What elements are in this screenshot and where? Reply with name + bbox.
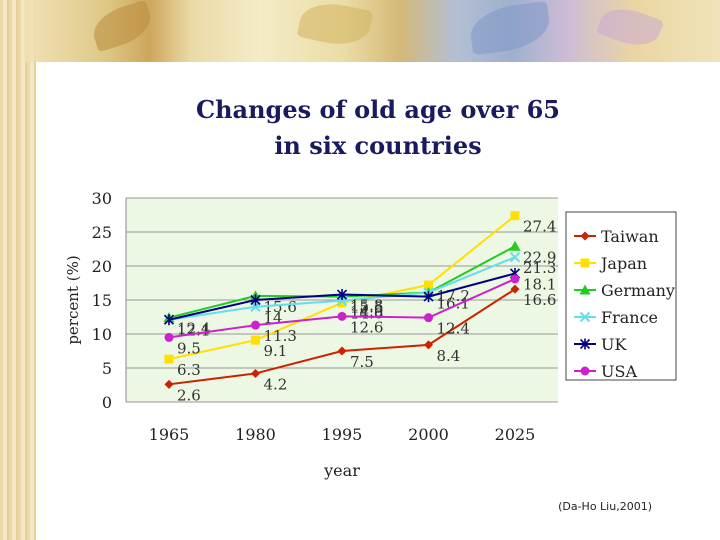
- data-point: [423, 291, 434, 303]
- data-point: [509, 240, 521, 251]
- y-tick-label: 15: [92, 291, 112, 310]
- data-point: [164, 332, 174, 342]
- legend-entry-germany: Germany: [601, 281, 675, 300]
- data-label: 6.3: [177, 361, 201, 379]
- data-point: [164, 354, 174, 364]
- source-citation: (Da-Ho Liu,2001): [558, 500, 652, 513]
- data-point: [580, 258, 590, 268]
- y-tick-label: 20: [92, 257, 112, 276]
- y-tick-label: 0: [102, 393, 112, 412]
- data-label: 14.6: [350, 305, 383, 323]
- x-tick-label: 1995: [322, 425, 363, 444]
- data-label: 15.8: [350, 297, 383, 315]
- x-tick-label: 1965: [149, 425, 190, 444]
- data-point: [337, 346, 347, 356]
- y-axis-label: percent (%): [64, 255, 82, 344]
- data-label: 8.4: [437, 347, 461, 365]
- legend-entry-france: France: [601, 308, 658, 327]
- data-label: 9.5: [177, 339, 201, 357]
- data-label: 16.1: [437, 295, 470, 313]
- data-point: [580, 231, 590, 241]
- data-point: [580, 366, 590, 376]
- data-point: [250, 294, 261, 306]
- data-label: 12.1: [177, 322, 210, 340]
- data-point: [424, 340, 433, 350]
- data-label: 12.6: [350, 318, 383, 336]
- data-point: [579, 338, 591, 350]
- data-point: [164, 379, 174, 389]
- chart-title-line-1: Changes of old age over 65: [196, 95, 560, 124]
- data-point: [579, 284, 591, 295]
- data-label: 15.5: [350, 299, 383, 317]
- y-tick-label: 5: [102, 359, 112, 378]
- x-tick-label: 2025: [495, 425, 536, 444]
- data-label: 15.6: [264, 298, 297, 316]
- data-point: [163, 314, 175, 326]
- x-tick-label: 1980: [235, 425, 276, 444]
- data-label: 12.4: [437, 320, 470, 338]
- data-point: [579, 311, 591, 323]
- legend-box: [565, 211, 677, 381]
- data-label: 22.9: [523, 248, 556, 266]
- chart-title-line-2: in six countries: [274, 131, 482, 160]
- legend-entry-usa: USA: [601, 362, 637, 381]
- decorative-left-strip: [0, 0, 36, 540]
- data-point: [424, 280, 433, 290]
- data-point: [510, 211, 520, 221]
- data-label: 27.4: [523, 218, 556, 236]
- data-point: [424, 313, 433, 323]
- data-point: [510, 284, 520, 294]
- data-label: 11.3: [264, 327, 297, 345]
- y-tick-label: 25: [92, 223, 112, 242]
- data-point: [337, 311, 347, 321]
- data-label: 4.2: [264, 375, 288, 393]
- data-label: 18.1: [523, 275, 556, 293]
- legend-entry-japan: Japan: [599, 254, 647, 273]
- data-point: [510, 274, 520, 284]
- data-label: 7.5: [350, 353, 374, 371]
- data-label: 16.6: [523, 291, 556, 309]
- data-label: 9.1: [264, 342, 288, 360]
- data-point: [509, 251, 521, 263]
- data-point: [336, 289, 348, 301]
- x-axis-label: year: [323, 461, 360, 480]
- x-tick-label: 2000: [408, 425, 449, 444]
- data-label: 21.3: [523, 259, 556, 277]
- data-point: [337, 298, 347, 308]
- y-tick-label: 30: [92, 189, 112, 208]
- data-point: [251, 335, 260, 345]
- legend-entry-uk: UK: [601, 335, 627, 354]
- data-point: [251, 368, 260, 378]
- data-label: 2.6: [177, 386, 201, 404]
- chart-title: Changes of old age over 65 in six countr…: [36, 92, 720, 164]
- y-tick-label: 10: [92, 325, 112, 344]
- legend-entry-taiwan: Taiwan: [601, 227, 659, 246]
- data-point: [251, 320, 260, 330]
